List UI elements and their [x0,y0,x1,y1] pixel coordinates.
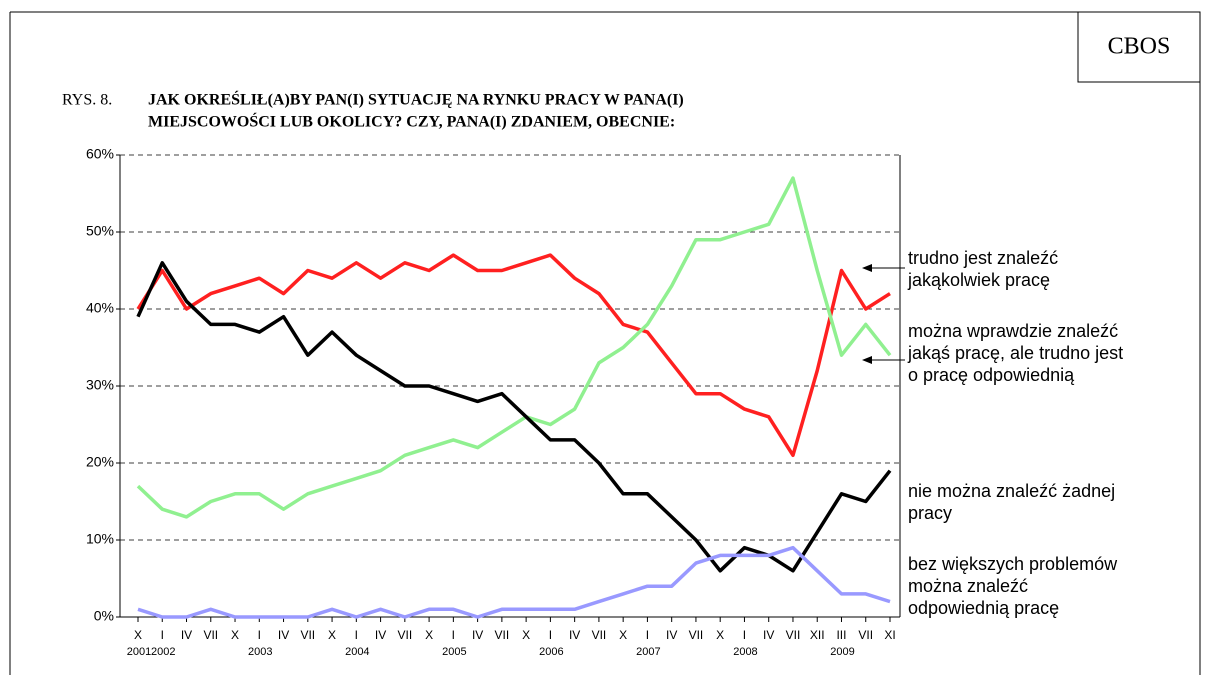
series-label: trudno jest znaleźć jakąkolwiek pracę [908,248,1059,290]
y-tick-label: 20% [86,454,114,470]
x-tick-label: IV [472,628,483,642]
x-tick-label: X [328,628,336,642]
x-tick-label: VII [689,628,704,642]
y-tick-label: 60% [86,146,114,162]
x-tick-label: I [161,628,164,642]
x-tick-label: X [522,628,530,642]
x-tick-label: X [231,628,239,642]
figure-label: RYS. 8. [62,92,112,109]
x-tick-label: III [836,628,846,642]
year-label: 2005 [442,646,466,658]
series-label: bez większych problemów można znaleźć od… [908,554,1118,618]
y-tick-label: 40% [86,300,114,316]
year-label: 2007 [636,646,660,658]
x-tick-label: IV [278,628,289,642]
title: MIEJSCOWOŚCI LUB OKOLICY? CZY, PANA(I) Z… [148,112,675,131]
x-tick-label: VII [203,628,218,642]
source-box [1077,11,1201,83]
year-label: 2004 [345,646,369,658]
x-tick-label: I [355,628,358,642]
arrow-head [862,264,872,272]
year-label: 2006 [539,646,563,658]
x-tick-label: VII [398,628,413,642]
x-tick-label: XI [884,628,895,642]
y-tick-label: 0% [94,608,114,624]
x-tick-label: VII [786,628,801,642]
arrow-head [862,356,872,364]
x-tick-label: IV [763,628,774,642]
x-tick-label: VII [495,628,510,642]
year-label: 2003 [248,646,272,658]
x-tick-label: I [258,628,261,642]
y-tick-label: 50% [86,223,114,239]
series-label: nie można znaleźć żadnej pracy [908,481,1116,523]
x-tick-label: XII [810,628,825,642]
year-label: 2001 [127,646,151,658]
x-tick-label: I [646,628,649,642]
x-tick-label: IV [666,628,677,642]
x-tick-label: I [743,628,746,642]
series-line [136,253,891,458]
x-tick-label: IV [569,628,580,642]
series-line [137,545,891,619]
year-label: 2002 [151,646,175,658]
y-tick-label: 30% [86,377,114,393]
x-tick-label: I [549,628,552,642]
year-label: 2008 [733,646,757,658]
x-tick-label: X [134,628,142,642]
x-tick-label: IV [375,628,386,642]
source: CBOS [1108,34,1171,60]
x-tick-label: X [619,628,627,642]
x-tick-label: X [425,628,433,642]
x-tick-label: VII [592,628,607,642]
x-tick-label: VII [858,628,873,642]
y-tick-label: 10% [86,531,114,547]
x-tick-label: VII [300,628,315,642]
series-line [136,176,892,519]
year-label: 2009 [830,646,854,658]
series-label: można wprawdzie znaleźć jakąś pracę, ale… [908,321,1124,385]
title: JAK OKREŚLIŁ(A)BY PAN(I) SYTUACJĘ NA RYN… [148,90,684,109]
x-tick-label: X [716,628,724,642]
x-tick-label: I [452,628,455,642]
x-tick-label: IV [181,628,192,642]
